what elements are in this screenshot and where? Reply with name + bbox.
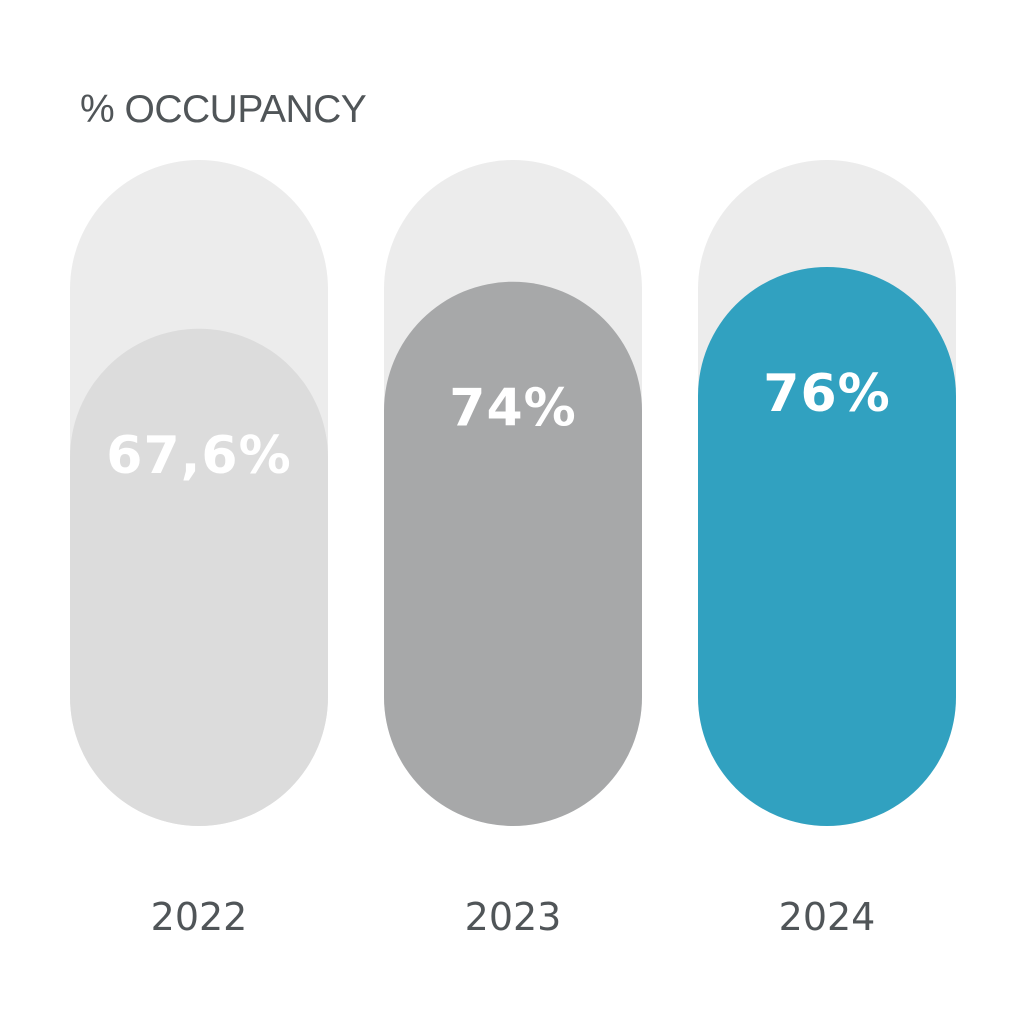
chart-title: % OCCUPANCY bbox=[80, 88, 367, 131]
bar-2023 bbox=[384, 281, 642, 826]
value-label-2023: 74% bbox=[449, 379, 576, 439]
value-label-2022: 67,6% bbox=[106, 426, 291, 486]
bar-2024 bbox=[698, 267, 956, 826]
x-tick-label-2023: 2023 bbox=[465, 895, 562, 939]
value-label-2024: 76% bbox=[763, 364, 890, 424]
x-tick-label-2024: 2024 bbox=[779, 895, 876, 939]
bar-2022 bbox=[70, 328, 328, 826]
x-tick-label-2022: 2022 bbox=[151, 895, 248, 939]
